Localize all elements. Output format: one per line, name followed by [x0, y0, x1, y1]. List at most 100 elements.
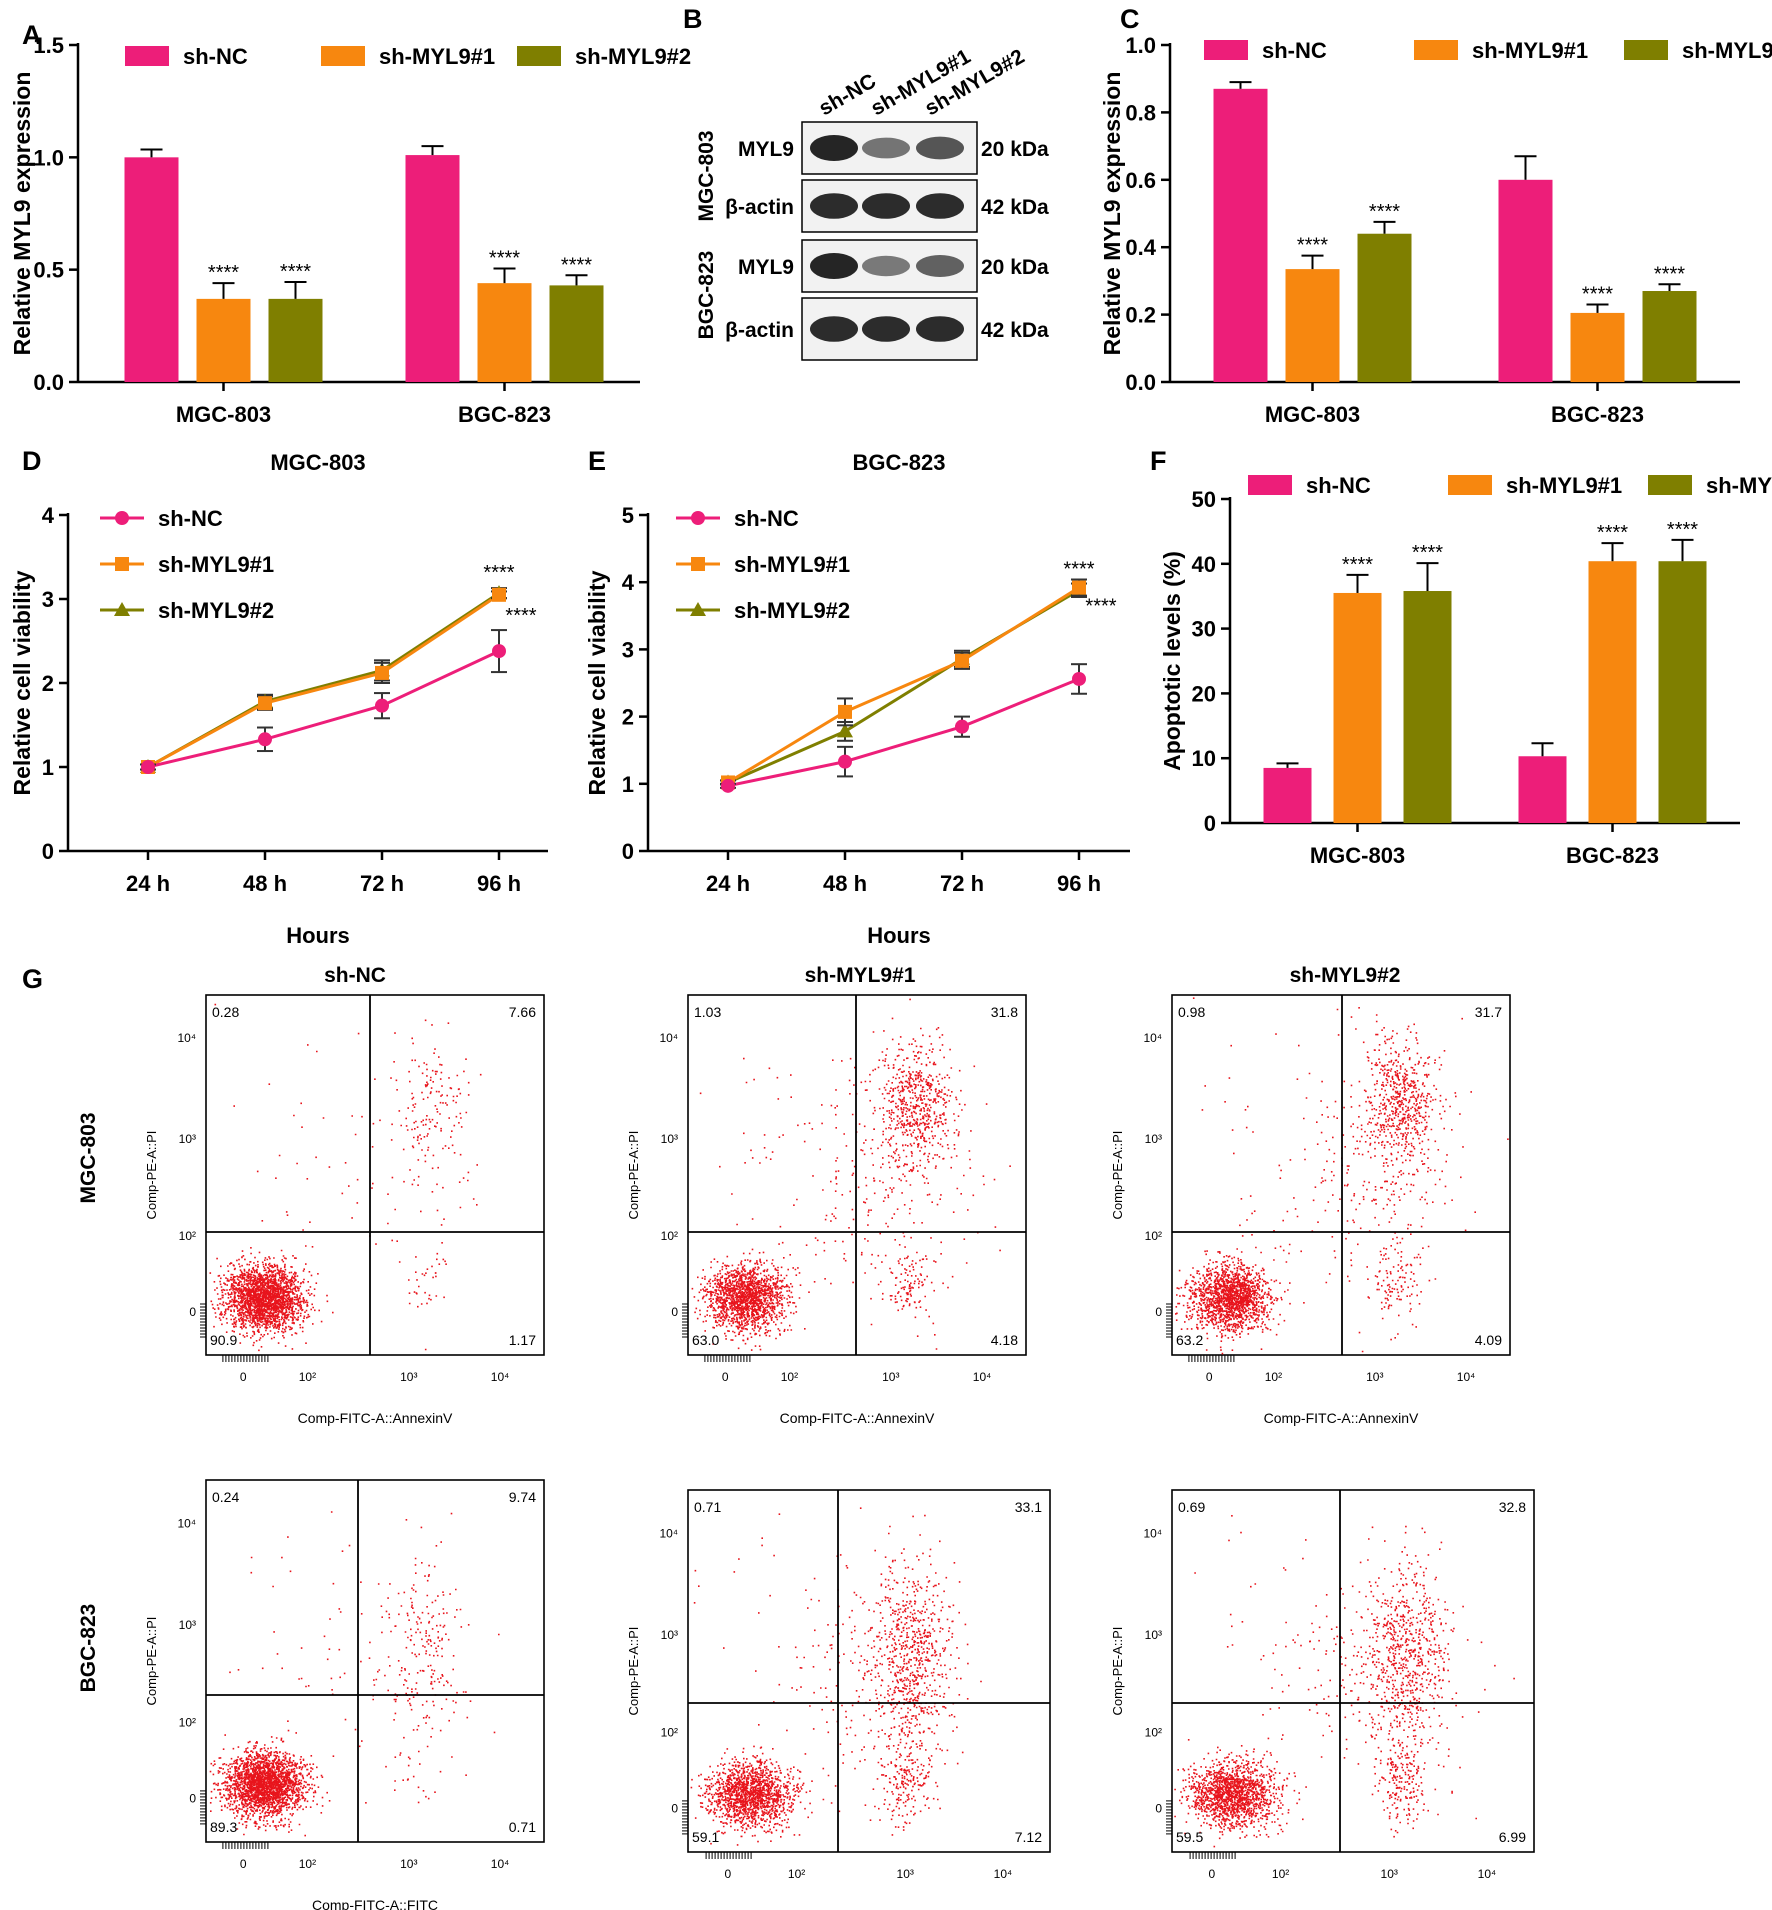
chart-panel-F: 0 10 20 30 40 50 Apoptotic levels (%) MGC-803 **… [1159, 473, 1772, 868]
y-tick-label: 10⁴ [1143, 1031, 1162, 1045]
significance-label: **** [505, 605, 536, 627]
x-tick-label: 10³ [882, 1370, 899, 1384]
chart-title: BGC-823 [853, 450, 946, 475]
legend-swatch-3 [1624, 40, 1668, 60]
protein-label: MYL9 [738, 138, 794, 161]
blot-band [916, 136, 964, 160]
y-tick-label: 5 [622, 503, 634, 528]
significance-label: **** [1654, 263, 1685, 285]
blot-band [862, 255, 910, 277]
y-tick-label: 0 [671, 1305, 678, 1319]
x-tick-label: 10⁴ [973, 1370, 992, 1384]
bar-sh-MYL9#1-MGC-803 [196, 298, 251, 382]
legend-label-1: sh-NC [158, 506, 223, 531]
row-title: MGC-803 [77, 1112, 100, 1203]
y-tick-label: 10³ [661, 1132, 678, 1146]
significance-label: **** [208, 262, 239, 284]
point-sh-NC [1072, 671, 1086, 686]
y-axis-title: Relative MYL9 expression [9, 72, 35, 356]
quadrant-lr-value: 7.12 [1015, 1829, 1042, 1845]
x-axis-title: Comp-FITC-A::AnnexinV [1264, 1410, 1419, 1426]
bar-sh-MYL9#2-MGC-803 [1403, 591, 1452, 823]
quadrant-ll-value: 59.5 [1176, 1829, 1203, 1845]
blot-band [810, 253, 858, 279]
chart-title: MGC-803 [270, 450, 365, 475]
x-tick-label: 96 h [1057, 871, 1101, 896]
quadrant-ur-value: 9.74 [509, 1489, 536, 1505]
legend-marker [114, 602, 130, 616]
x-axis-title: Comp-FITC-A::FITC [806, 1907, 932, 1910]
y-tick-label: 4 [42, 503, 55, 528]
x-tick-label: 10⁴ [491, 1370, 510, 1384]
x-axis-title: Comp-FITC-A::FITC [312, 1897, 438, 1910]
bar-sh-NC-BGC-823 [405, 155, 460, 382]
legend-marker [691, 557, 705, 571]
x-tick-label: MGC-803 [1265, 402, 1360, 427]
y-tick-label: 0 [671, 1802, 678, 1816]
panel-label-B: B [683, 4, 703, 34]
x-tick-label: 72 h [940, 871, 984, 896]
legend-label-1: sh-NC [183, 44, 248, 69]
significance-label: **** [1412, 542, 1443, 564]
quadrant-ul-value: 1.03 [694, 1004, 721, 1020]
y-tick-label: 10³ [661, 1628, 678, 1642]
point-sh-NC [955, 719, 969, 734]
x-tick-label: 10² [299, 1857, 316, 1871]
y-tick-label: 0.0 [33, 370, 64, 395]
blot-band [916, 193, 964, 219]
legend-label-2: sh-MYL9#1 [379, 44, 495, 69]
x-tick-label: 10² [788, 1867, 805, 1881]
y-axis-title: Comp-PE-A::PI [626, 1627, 641, 1716]
protein-label: β-actin [725, 196, 794, 219]
bar-sh-NC-BGC-823 [1498, 179, 1553, 382]
x-tick-label: MGC-803 [1310, 843, 1405, 868]
significance-label: **** [489, 248, 520, 270]
x-axis-title: Comp-FITC-A::AnnexinV [298, 1410, 453, 1426]
legend-swatch-3 [517, 46, 561, 66]
blot-band [916, 316, 964, 342]
bar-sh-MYL9#1-BGC-823 [1588, 561, 1637, 823]
quadrant-ul-value: 0.69 [1178, 1499, 1205, 1515]
significance-label: **** [1085, 595, 1116, 617]
blot-band [810, 316, 858, 342]
cell-line-label: MGC-803 [695, 130, 718, 221]
column-title: sh-MYL9#2 [1290, 964, 1401, 987]
series-line-sh-NC [147, 649, 500, 769]
legend-marker [115, 557, 129, 571]
x-tick-label: 24 h [126, 871, 170, 896]
quadrant-lr-value: 1.17 [509, 1332, 536, 1348]
y-tick-label: 1 [622, 772, 634, 797]
blot-band [862, 137, 910, 159]
y-tick-label: 40 [1192, 552, 1216, 577]
bar-sh-MYL9#2-BGC-823 [549, 285, 604, 382]
x-tick-label: 10³ [1381, 1867, 1398, 1881]
row-title: BGC-823 [77, 1604, 100, 1693]
legend-swatch-3 [1648, 475, 1692, 495]
panel-label-E: E [588, 446, 606, 476]
quadrant-ur-value: 31.7 [1475, 1004, 1502, 1020]
y-tick-label: 10 [1192, 746, 1216, 771]
x-tick-label: 72 h [360, 871, 404, 896]
x-tick-label: 10² [781, 1370, 798, 1384]
quadrant-ul-value: 0.24 [212, 1489, 239, 1505]
quadrant-ul-value: 0.28 [212, 1004, 239, 1020]
legend-label-2: sh-MYL9#1 [1506, 473, 1622, 498]
panel-label-F: F [1150, 446, 1167, 476]
y-tick-label: 10⁴ [177, 1516, 196, 1530]
bar-sh-NC-MGC-803 [124, 157, 179, 382]
legend-label-2: sh-MYL9#1 [734, 552, 850, 577]
chart-panel-A: 0.0 0.5 1.0 1.5 Relative MYL9 expression MGC-… [9, 33, 691, 427]
legend-label-1: sh-NC [1306, 473, 1371, 498]
significance-label: **** [1667, 519, 1698, 541]
x-tick-label: BGC-823 [458, 402, 551, 427]
x-axis-title: Hours [286, 923, 350, 948]
significance-label: **** [1369, 201, 1400, 223]
bar-sh-NC-BGC-823 [1518, 756, 1567, 823]
y-tick-label: 0.8 [1125, 100, 1156, 125]
chart-panel-E: 0 1 2 3 4 5 24 h 48 h 72 h 96 h BGC-823 Hours Relati… [584, 450, 1130, 948]
y-axis-title: Relative cell viability [584, 570, 610, 795]
bar-sh-MYL9#1-MGC-803 [1285, 269, 1340, 382]
flow-plot-MGC-803-sh-MYL9#2: 0.98 31.7 63.2 4.09 0 10² 10³ 10⁴ 0 10² 10³ 10⁴ Comp… [1110, 994, 1511, 1426]
y-tick-label: 0 [189, 1305, 196, 1319]
